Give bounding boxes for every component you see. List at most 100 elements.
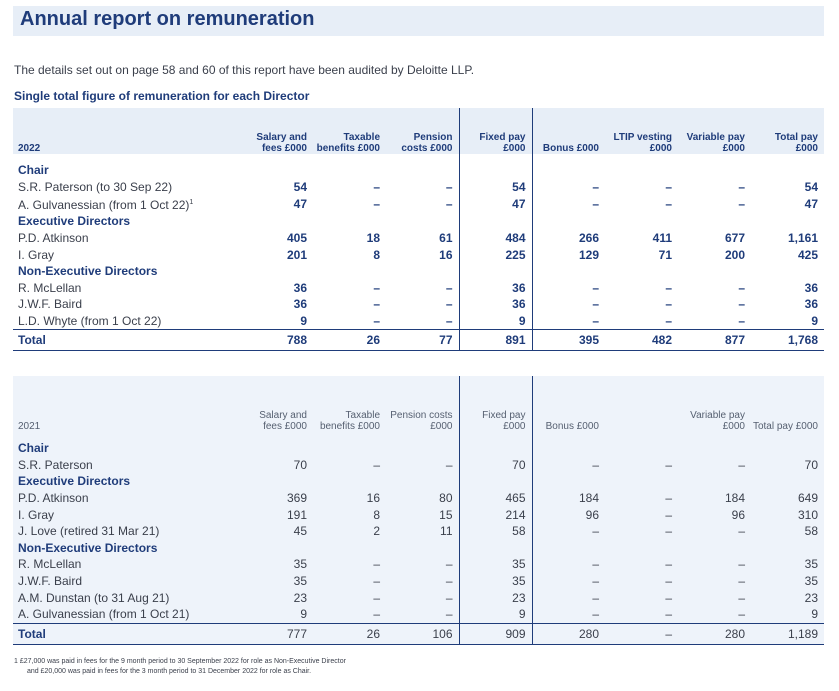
value-cell: –: [373, 280, 380, 295]
value-cell: [532, 540, 605, 557]
value-cell: 425: [797, 247, 818, 262]
value-cell: [532, 440, 605, 457]
value-cell: –: [592, 297, 599, 312]
value-cell: 47: [804, 197, 818, 212]
value-cell: [458, 539, 533, 557]
value-cell: 47: [293, 197, 307, 212]
value-cell: [751, 263, 824, 280]
column-header: Pension costs £000: [401, 132, 453, 154]
value-cell: –: [738, 457, 745, 472]
value-cell: [313, 473, 386, 490]
value-cell: –: [592, 280, 599, 295]
value-cell: [532, 162, 605, 179]
value-cell: [532, 473, 605, 490]
value-cell: –: [373, 590, 380, 605]
value-cell: 8: [373, 507, 380, 522]
value-cell: 36: [458, 296, 533, 313]
group-heading: Executive Directors: [18, 214, 131, 229]
total-value: –: [605, 622, 678, 645]
value-cell: –: [738, 314, 745, 329]
value-cell: –: [665, 179, 672, 194]
value-cell: 80: [439, 491, 453, 506]
director-name: J.W.F. Baird: [18, 574, 83, 589]
group-heading-row: Chair: [13, 440, 824, 457]
director-name: R. McLellan: [18, 280, 82, 295]
value-cell: 45: [293, 524, 307, 539]
value-cell: –: [373, 457, 380, 472]
director-name: P.D. Atkinson: [18, 231, 89, 246]
value-cell: –: [592, 179, 599, 194]
value-cell: 184: [724, 491, 745, 506]
director-name: S.R. Paterson: [18, 457, 93, 472]
column-header: Taxable benefits £000: [316, 132, 380, 154]
total-value: 877: [678, 329, 751, 352]
value-cell: 11: [440, 524, 453, 539]
director-name: R. McLellan: [18, 557, 82, 572]
value-cell: [751, 440, 824, 457]
director-row: I. Gray 191 8 15 214 96 – 96 310: [13, 506, 824, 523]
value-cell: 369: [286, 491, 307, 506]
value-cell: –: [592, 457, 599, 472]
value-cell: [240, 473, 313, 490]
director-row: J.W.F. Baird 35– –35– – –35: [13, 572, 824, 590]
value-cell: [751, 213, 824, 230]
year-label: 2022: [18, 143, 41, 154]
value-cell: [678, 162, 751, 179]
director-row: S.R. Paterson 70– –70– – –70: [13, 456, 824, 474]
value-cell: –: [665, 590, 672, 605]
value-cell: –: [665, 507, 672, 522]
director-row: J. Love (retired 31 Mar 21) 45 2 11 58 – – – 58: [13, 522, 824, 540]
total-value: 788: [240, 329, 313, 352]
column-header: Bonus £000: [542, 143, 599, 154]
value-cell: –: [738, 524, 745, 539]
value-cell: 35: [293, 574, 307, 589]
total-row: Total 788 26 77 891 395 482 877 1,768: [13, 329, 824, 352]
value-cell: [751, 540, 824, 557]
value-cell: 35: [804, 574, 818, 589]
director-row: A. Gulvanessian (from 1 Oct 22)1 47– –47– –…: [13, 195, 824, 214]
column-header: Salary and fees £000: [259, 410, 307, 432]
total-value: 909: [458, 622, 533, 645]
value-cell: [313, 540, 386, 557]
value-cell: 36: [293, 297, 307, 312]
value-cell: [386, 473, 459, 490]
value-cell: 9: [811, 607, 818, 622]
value-cell: [313, 213, 386, 230]
value-cell: 9: [300, 314, 307, 329]
footnote-marker: 1: [189, 199, 194, 207]
column-header: Taxable benefits £000: [319, 410, 380, 432]
value-cell: [386, 263, 459, 280]
value-cell: [605, 540, 678, 557]
year-label: 2021: [18, 421, 41, 432]
director-name: L.D. Whyte (from 1 Oct 22): [18, 314, 162, 329]
value-cell: –: [373, 297, 380, 312]
value-cell: [605, 440, 678, 457]
director-row: J.W.F. Baird 36– –36– – –36: [13, 296, 824, 313]
page-title: Annual report on remuneration: [20, 8, 315, 30]
column-header: Bonus £000: [545, 421, 599, 432]
header-row: 2022 Salary and fees £000 Taxable benefits…: [13, 108, 824, 154]
value-cell: 191: [286, 507, 307, 522]
group-heading: Chair: [18, 441, 49, 456]
column-header: Pension costs £000: [390, 410, 453, 432]
value-cell: [678, 440, 751, 457]
value-cell: 310: [797, 507, 818, 522]
director-name: A. Gulvanessian (from 1 Oct 21): [18, 607, 190, 622]
value-cell: [458, 262, 533, 280]
value-cell: [605, 162, 678, 179]
value-cell: –: [592, 197, 599, 212]
director-row: A.M. Dunstan (to 31 Aug 21) 23– –23– – –23: [13, 589, 824, 606]
value-cell: 70: [804, 457, 818, 472]
value-cell: 465: [458, 489, 533, 507]
director-name: I. Gray: [18, 507, 55, 522]
value-cell: [386, 162, 459, 179]
value-cell: –: [373, 574, 380, 589]
value-cell: –: [445, 574, 453, 589]
value-cell: [240, 263, 313, 280]
column-header: Fixed pay £000: [458, 376, 533, 432]
value-cell: [240, 540, 313, 557]
value-cell: –: [592, 574, 599, 589]
value-cell: 2: [373, 524, 380, 539]
column-header: Salary and fees £000: [256, 132, 307, 154]
value-cell: [240, 162, 313, 179]
